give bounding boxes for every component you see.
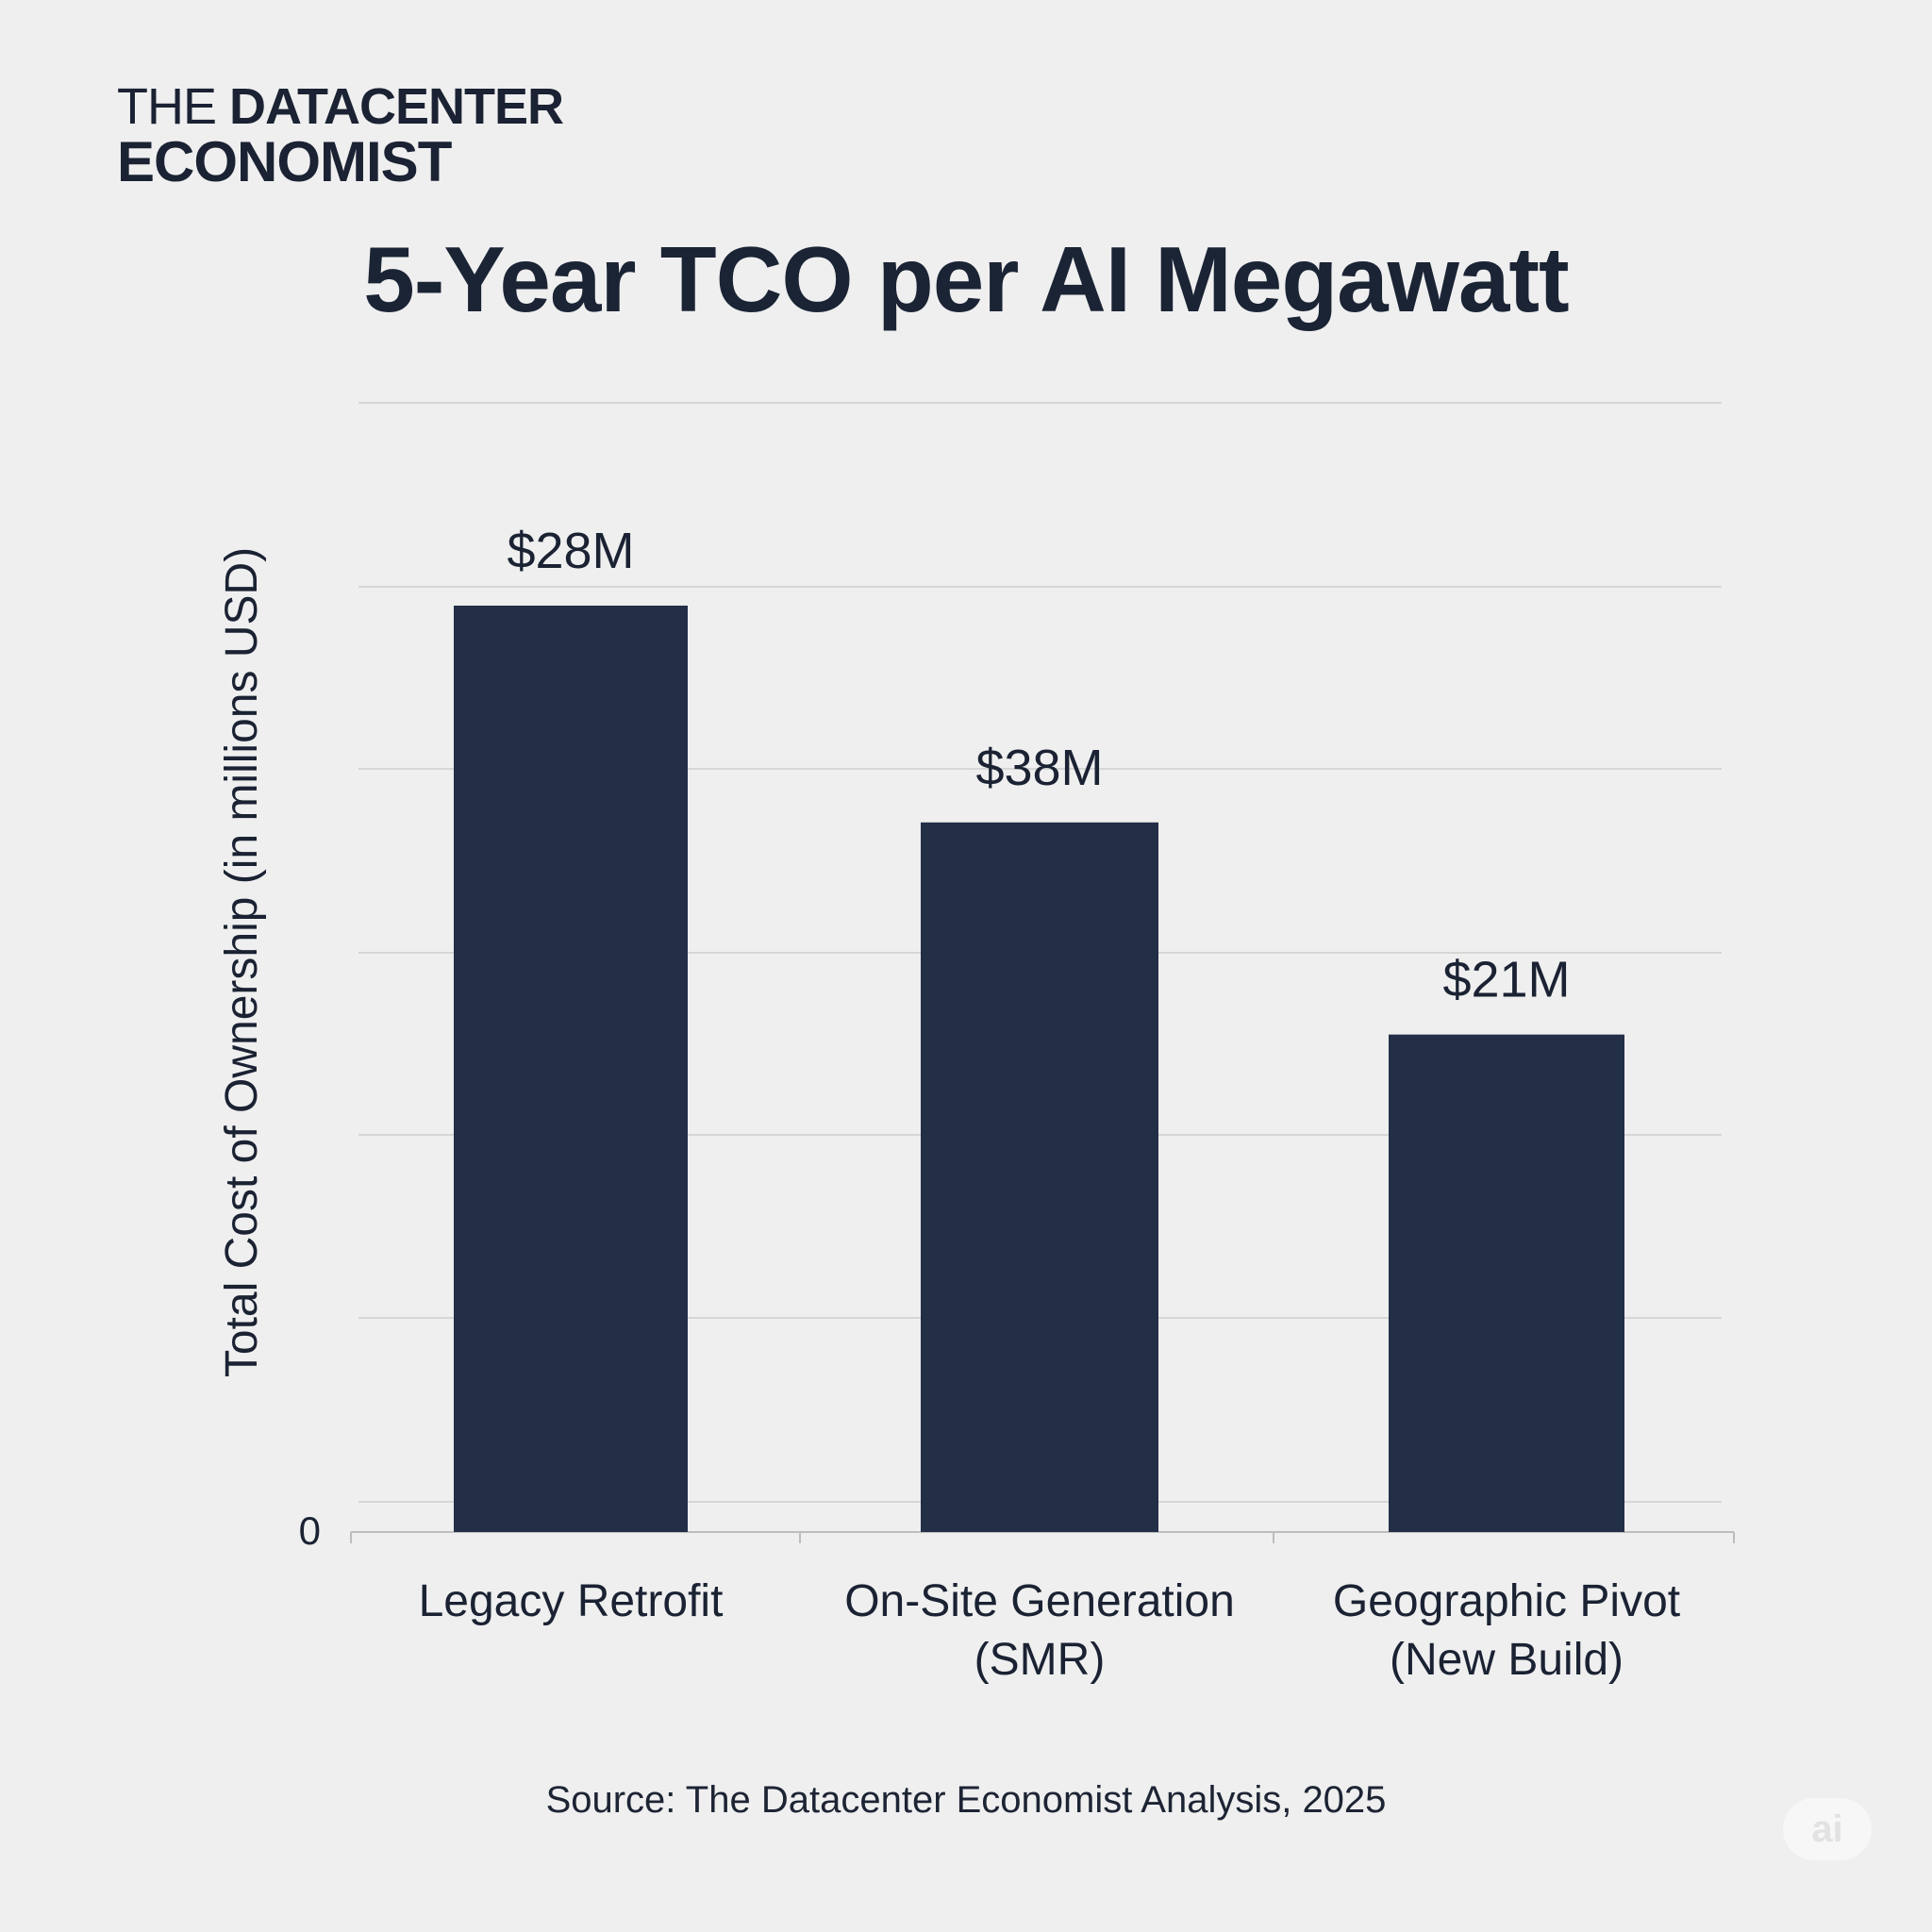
brand-logo: THE DATACENTER ECONOMIST — [117, 78, 564, 193]
bar-2 — [1389, 1034, 1624, 1532]
category-label-0-0: Legacy Retrofit — [419, 1576, 724, 1626]
bar-value-label-0: $28M — [507, 523, 634, 579]
bar-1 — [921, 822, 1158, 1532]
brand-word-the: THE — [117, 78, 217, 135]
ai-watermark-badge: ai — [1783, 1798, 1872, 1860]
brand-word-economist: ECONOMIST — [117, 130, 452, 193]
category-label-2-1: (New Build) — [1390, 1635, 1624, 1685]
category-label-1-0: On-Site Generation — [844, 1576, 1235, 1626]
source-note: Source: The Datacenter Economist Analysi… — [545, 1779, 1387, 1821]
brand-word-datacenter: DATACENTER — [229, 78, 564, 135]
category-label-2-0: Geographic Pivot — [1333, 1576, 1680, 1626]
bar-0 — [454, 606, 688, 1532]
y-tick-label: 0 — [299, 1508, 321, 1553]
category-label-1-1: (SMR) — [974, 1635, 1106, 1685]
bar-value-label-2: $21M — [1442, 952, 1570, 1008]
y-axis-label: Total Cost of Ownership (in millions USD… — [217, 547, 267, 1377]
bar-value-label-1: $38M — [975, 740, 1103, 796]
chart-title: 5-Year TCO per AI Megawatt — [363, 227, 1569, 331]
